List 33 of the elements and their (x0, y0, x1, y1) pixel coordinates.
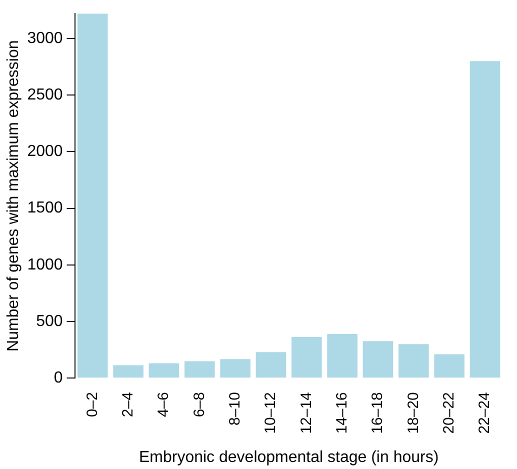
x-tick-label: 16–18 (369, 392, 386, 434)
y-tick-label: 2000 (27, 143, 63, 160)
y-tick-label: 2500 (27, 86, 63, 104)
x-tick-label: 2–4 (119, 392, 136, 418)
x-tick-label: 4–6 (155, 392, 172, 418)
bar (327, 334, 358, 378)
bar (220, 359, 250, 378)
x-tick-label: 22–24 (476, 392, 494, 434)
x-tick-label: 8–10 (226, 392, 244, 426)
bar (148, 363, 180, 378)
x-tick-label: 18–20 (404, 392, 422, 434)
bar (470, 61, 500, 378)
y-tick-label: 3000 (27, 30, 63, 47)
y-tick-label: 1000 (27, 256, 63, 274)
bar (398, 344, 429, 378)
bar (362, 341, 394, 378)
x-tick-label: 12–14 (298, 392, 315, 434)
x-tick-label: 14–16 (333, 392, 350, 434)
y-tick-label: 0 (54, 369, 63, 386)
bar (256, 352, 286, 378)
y-tick-label: 1500 (27, 200, 63, 217)
bar (291, 337, 322, 378)
bar (434, 354, 464, 378)
bar (184, 361, 215, 378)
x-tick-label: 10–12 (262, 392, 280, 434)
bar (113, 365, 144, 378)
y-axis-title: Number of genes with maximum expression (5, 40, 22, 352)
y-tick-label: 500 (36, 312, 63, 330)
x-tick-label: 20–22 (440, 392, 458, 434)
x-axis-title: Embryonic developmental stage (in hours) (138, 448, 439, 466)
bar (77, 14, 108, 378)
x-tick-label: 0–2 (84, 392, 101, 418)
x-tick-label: 6–8 (190, 392, 208, 418)
